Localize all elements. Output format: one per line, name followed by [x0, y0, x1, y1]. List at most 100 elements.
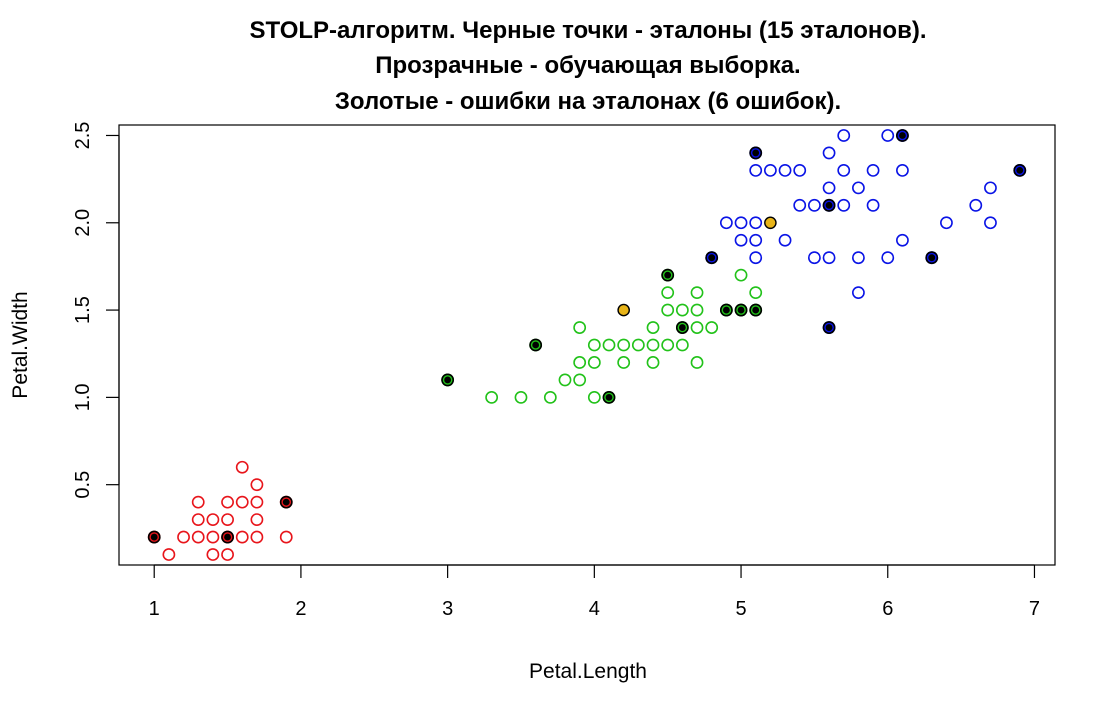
data-point-setosa — [235, 495, 249, 509]
x-tick-label: 5 — [735, 598, 746, 620]
x-tick-label: 7 — [1029, 598, 1040, 620]
data-points — [147, 129, 1027, 561]
data-point-versicolor — [573, 321, 587, 334]
data-point-virginica — [793, 198, 807, 212]
data-point-versicolor — [646, 356, 660, 369]
data-point-versicolor — [690, 303, 704, 317]
data-point-versicolor — [587, 338, 601, 352]
data-point-virginica — [807, 198, 821, 212]
etalon-point-center — [444, 376, 452, 384]
data-point-virginica — [778, 163, 792, 177]
data-point-setosa — [279, 530, 293, 544]
data-point-virginica — [852, 286, 865, 300]
data-point-setosa — [235, 530, 249, 544]
etalon-point-center — [532, 341, 540, 349]
etalon-point-center — [1016, 166, 1024, 174]
etalon-point-center — [825, 324, 833, 331]
y-tick-label: 2.5 — [72, 122, 94, 150]
data-point-versicolor — [690, 286, 704, 300]
y-axis: 0.5 1.0 1.5 2.0 2.5 — [72, 122, 120, 499]
data-point-setosa — [191, 530, 205, 544]
etalon-point-center — [722, 306, 730, 314]
data-point-virginica — [881, 129, 895, 142]
data-point-setosa — [221, 548, 234, 561]
data-point-virginica — [837, 198, 851, 212]
data-point-versicolor — [514, 390, 528, 404]
plot-frame — [118, 124, 1056, 566]
data-point-virginica — [734, 216, 748, 230]
data-point-versicolor — [573, 373, 587, 387]
etalon-point-center — [282, 498, 290, 506]
data-point-versicolor — [690, 356, 704, 369]
data-point-virginica — [749, 216, 763, 230]
data-point-setosa — [250, 530, 264, 544]
data-point-virginica — [866, 163, 880, 177]
data-point-setosa — [206, 530, 220, 544]
data-point-versicolor — [617, 356, 631, 369]
etalon-point-center — [928, 254, 936, 262]
etalon-point-center — [664, 271, 672, 279]
data-point-versicolor — [661, 338, 675, 352]
data-point-versicolor — [675, 303, 689, 317]
data-point-versicolor — [661, 303, 675, 317]
data-point-versicolor — [543, 390, 557, 404]
data-point-virginica — [866, 198, 880, 212]
x-tick-label: 4 — [589, 598, 600, 620]
data-point-virginica — [984, 181, 997, 195]
etalon-point-center — [678, 324, 686, 331]
data-point-versicolor — [631, 338, 645, 352]
chart-title-line-3: Золотые - ошибки на эталонах (6 ошибок). — [335, 88, 841, 115]
etalon-point-center — [224, 533, 231, 541]
etalon-point-center — [899, 132, 906, 139]
data-point-virginica — [749, 251, 763, 265]
error-point — [617, 303, 630, 317]
data-point-virginica — [822, 251, 836, 265]
y-tick-label: 1.5 — [72, 296, 94, 324]
data-point-setosa — [206, 548, 220, 561]
data-point-versicolor — [646, 338, 660, 352]
data-point-virginica — [749, 233, 763, 247]
data-point-versicolor — [705, 321, 719, 334]
data-point-setosa — [250, 478, 264, 492]
data-point-virginica — [763, 163, 777, 177]
data-point-virginica — [719, 216, 733, 230]
data-point-virginica — [837, 163, 851, 177]
data-point-virginica — [940, 216, 953, 230]
data-point-versicolor — [749, 286, 763, 300]
data-point-versicolor — [587, 390, 601, 404]
data-point-setosa — [221, 513, 234, 527]
data-point-versicolor — [690, 321, 704, 334]
data-point-versicolor — [485, 390, 499, 404]
etalon-point-center — [752, 306, 760, 314]
y-tick-label: 1.0 — [72, 383, 94, 411]
data-point-setosa — [162, 548, 176, 561]
data-point-versicolor — [602, 338, 616, 352]
data-point-versicolor — [661, 286, 675, 300]
chart-title-line-1: STOLP-алгоритм. Черные точки - эталоны (… — [249, 17, 926, 44]
etalon-point-center — [605, 393, 613, 401]
data-point-versicolor — [617, 338, 631, 352]
data-point-virginica — [852, 251, 865, 265]
data-point-setosa — [235, 460, 249, 474]
data-point-virginica — [852, 181, 865, 195]
error-point — [764, 216, 777, 230]
data-point-versicolor — [558, 373, 572, 387]
x-tick-label: 6 — [882, 598, 893, 620]
etalon-point-center — [150, 533, 158, 541]
data-point-setosa — [206, 513, 220, 527]
data-point-virginica — [969, 198, 983, 212]
data-point-setosa — [250, 513, 264, 527]
x-axis-label: Petal.Length — [529, 660, 647, 683]
x-tick-label: 3 — [442, 598, 453, 620]
y-axis-label: Petal.Width — [9, 291, 32, 398]
data-point-setosa — [177, 530, 190, 544]
data-point-virginica — [793, 163, 807, 177]
etalon-point-center — [825, 201, 833, 209]
data-point-setosa — [191, 513, 205, 527]
x-tick-label: 1 — [149, 598, 160, 620]
etalon-point-center — [737, 306, 745, 314]
data-point-virginica — [881, 251, 895, 265]
data-point-setosa — [250, 495, 264, 509]
y-tick-label: 2.0 — [72, 209, 94, 237]
data-point-virginica — [734, 233, 748, 247]
